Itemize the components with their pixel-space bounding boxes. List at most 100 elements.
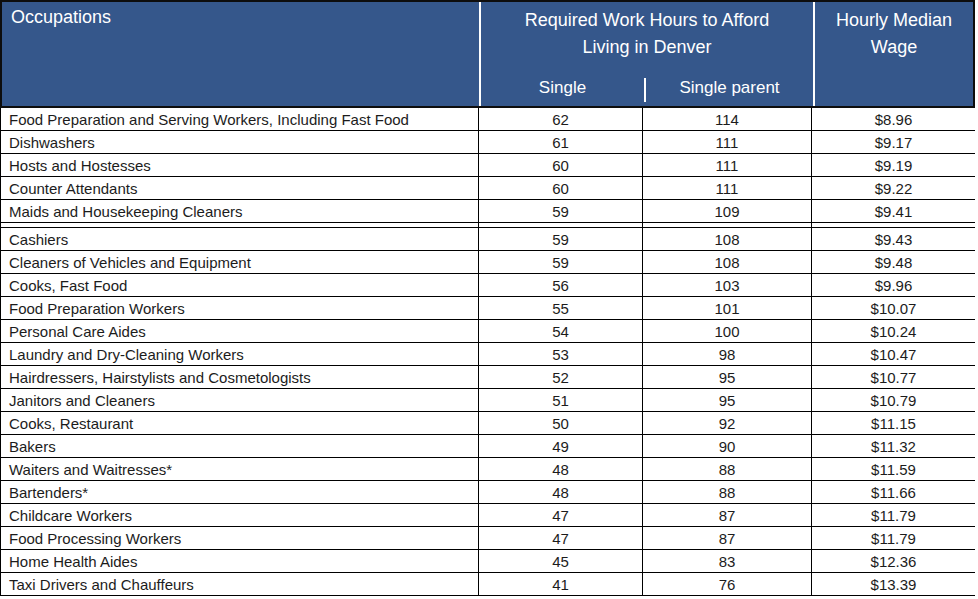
cell-single-hours: 48 xyxy=(478,458,642,480)
table-body: Food Preparation and Serving Workers, In… xyxy=(0,108,975,596)
cell-hourly-wage: $10.79 xyxy=(811,389,975,411)
table-row: Food Preparation Workers55101$10.07 xyxy=(1,297,975,320)
table-row: Janitors and Cleaners5195$10.79 xyxy=(1,389,975,412)
table-row: Hosts and Hostesses60111$9.19 xyxy=(1,154,975,177)
cell-single-parent-hours: 95 xyxy=(642,389,811,411)
single-parent-column-header: Single parent xyxy=(644,78,813,102)
cell-hourly-wage: $11.15 xyxy=(811,412,975,434)
cell-occupation: Bartenders* xyxy=(1,481,478,503)
cell-hourly-wage: $9.41 xyxy=(811,200,975,222)
cell-occupation: Cooks, Restaurant xyxy=(1,412,478,434)
hourly-median-wage-column-header: Hourly Median Wage xyxy=(813,2,973,106)
cell-occupation: Hairdressers, Hairstylists and Cosmetolo… xyxy=(1,366,478,388)
wage-header-line1: Hourly Median xyxy=(815,7,973,34)
cell-single-parent-hours: 90 xyxy=(642,435,811,457)
cell-single-parent-hours: 83 xyxy=(642,550,811,572)
cell-occupation: Personal Care Aides xyxy=(1,320,478,342)
cell-single-parent-hours: 76 xyxy=(642,573,811,595)
cell-single-parent-hours: 111 xyxy=(642,131,811,153)
gap-cell xyxy=(811,223,975,227)
occupations-column-header: Occupations xyxy=(2,2,479,106)
required-hours-title-line2: Living in Denver xyxy=(481,34,813,61)
cell-hourly-wage: $10.77 xyxy=(811,366,975,388)
cell-hourly-wage: $11.66 xyxy=(811,481,975,503)
cell-single-parent-hours: 108 xyxy=(642,251,811,273)
cell-occupation: Bakers xyxy=(1,435,478,457)
table-row: Home Health Aides4583$12.36 xyxy=(1,550,975,573)
cell-single-parent-hours: 98 xyxy=(642,343,811,365)
cell-occupation: Laundry and Dry-Cleaning Workers xyxy=(1,343,478,365)
occupations-label: Occupations xyxy=(11,7,111,27)
cell-single-parent-hours: 92 xyxy=(642,412,811,434)
cell-single-hours: 54 xyxy=(478,320,642,342)
cell-single-hours: 49 xyxy=(478,435,642,457)
gap-cell xyxy=(478,223,642,227)
cell-occupation: Janitors and Cleaners xyxy=(1,389,478,411)
cell-single-parent-hours: 100 xyxy=(642,320,811,342)
cell-single-parent-hours: 88 xyxy=(642,481,811,503)
cell-occupation: Counter Attendants xyxy=(1,177,478,199)
cell-single-parent-hours: 108 xyxy=(642,228,811,250)
cell-single-parent-hours: 114 xyxy=(642,108,811,130)
cell-occupation: Hosts and Hostesses xyxy=(1,154,478,176)
cell-hourly-wage: $9.22 xyxy=(811,177,975,199)
cell-single-hours: 60 xyxy=(478,154,642,176)
table-row: Counter Attendants60111$9.22 xyxy=(1,177,975,200)
cell-occupation: Cleaners of Vehicles and Equipment xyxy=(1,251,478,273)
table-row: Cashiers59108$9.43 xyxy=(1,228,975,251)
cell-hourly-wage: $9.96 xyxy=(811,274,975,296)
cell-single-hours: 47 xyxy=(478,504,642,526)
table-row: Bakers4990$11.32 xyxy=(1,435,975,458)
cell-single-hours: 61 xyxy=(478,131,642,153)
cell-hourly-wage: $9.17 xyxy=(811,131,975,153)
cell-occupation: Food Processing Workers xyxy=(1,527,478,549)
cell-single-hours: 56 xyxy=(478,274,642,296)
cell-occupation: Taxi Drivers and Chauffeurs xyxy=(1,573,478,595)
cell-hourly-wage: $11.32 xyxy=(811,435,975,457)
table-row: Taxi Drivers and Chauffeurs4176$13.39 xyxy=(1,573,975,596)
cell-hourly-wage: $10.47 xyxy=(811,343,975,365)
cell-single-hours: 59 xyxy=(478,228,642,250)
cell-hourly-wage: $9.43 xyxy=(811,228,975,250)
cell-hourly-wage: $11.59 xyxy=(811,458,975,480)
cell-hourly-wage: $12.36 xyxy=(811,550,975,572)
table-row: Maids and Housekeeping Cleaners59109$9.4… xyxy=(1,200,975,223)
cell-occupation: Food Preparation Workers xyxy=(1,297,478,319)
gap-cell xyxy=(642,223,811,227)
cell-single-parent-hours: 87 xyxy=(642,504,811,526)
cell-hourly-wage: $8.96 xyxy=(811,108,975,130)
cell-hourly-wage: $13.39 xyxy=(811,573,975,595)
cell-single-hours: 45 xyxy=(478,550,642,572)
cell-single-hours: 53 xyxy=(478,343,642,365)
cell-single-hours: 62 xyxy=(478,108,642,130)
table-row: Hairdressers, Hairstylists and Cosmetolo… xyxy=(1,366,975,389)
cell-single-parent-hours: 111 xyxy=(642,177,811,199)
table-row: Laundry and Dry-Cleaning Workers5398$10.… xyxy=(1,343,975,366)
cell-single-hours: 59 xyxy=(478,251,642,273)
cell-hourly-wage: $11.79 xyxy=(811,504,975,526)
cell-single-parent-hours: 95 xyxy=(642,366,811,388)
table-row: Cleaners of Vehicles and Equipment59108$… xyxy=(1,251,975,274)
table-header: Occupations Required Work Hours to Affor… xyxy=(0,0,975,108)
occupations-wage-table: Occupations Required Work Hours to Affor… xyxy=(0,0,975,596)
table-row: Bartenders*4888$11.66 xyxy=(1,481,975,504)
table-row: Cooks, Fast Food56103$9.96 xyxy=(1,274,975,297)
gap-cell xyxy=(1,223,478,227)
required-hours-group-header: Required Work Hours to Afford Living in … xyxy=(479,2,813,106)
cell-hourly-wage: $9.48 xyxy=(811,251,975,273)
cell-single-hours: 51 xyxy=(478,389,642,411)
cell-single-parent-hours: 88 xyxy=(642,458,811,480)
cell-single-hours: 52 xyxy=(478,366,642,388)
cell-single-hours: 48 xyxy=(478,481,642,503)
table-row: Food Preparation and Serving Workers, In… xyxy=(1,108,975,131)
cell-single-hours: 47 xyxy=(478,527,642,549)
cell-hourly-wage: $10.07 xyxy=(811,297,975,319)
cell-single-parent-hours: 109 xyxy=(642,200,811,222)
cell-occupation: Home Health Aides xyxy=(1,550,478,572)
table-row: Personal Care Aides54100$10.24 xyxy=(1,320,975,343)
cell-occupation: Waiters and Waitresses* xyxy=(1,458,478,480)
required-hours-title-line1: Required Work Hours to Afford xyxy=(481,7,813,34)
cell-single-parent-hours: 111 xyxy=(642,154,811,176)
cell-single-hours: 60 xyxy=(478,177,642,199)
cell-single-hours: 55 xyxy=(478,297,642,319)
